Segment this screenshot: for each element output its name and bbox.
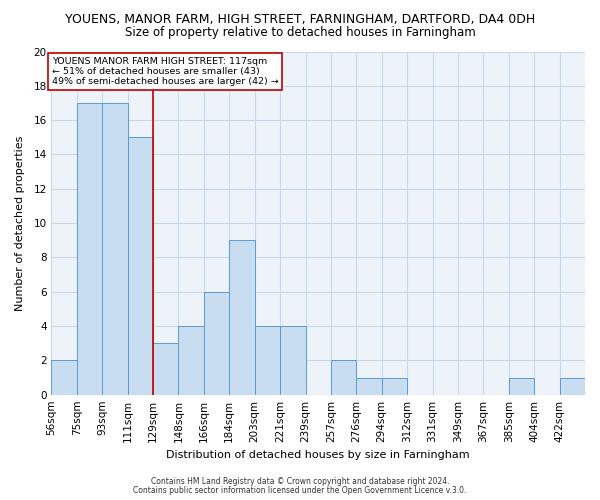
Bar [356, 378, 382, 394]
Bar [128, 138, 153, 394]
Text: Size of property relative to detached houses in Farningham: Size of property relative to detached ho… [125, 26, 475, 39]
Bar [331, 360, 356, 394]
Bar [255, 326, 280, 394]
Bar [102, 103, 128, 395]
Bar [229, 240, 255, 394]
Bar [204, 292, 229, 395]
Bar [382, 378, 407, 394]
Bar [153, 343, 178, 394]
Text: YOUENS MANOR FARM HIGH STREET: 117sqm
← 51% of detached houses are smaller (43)
: YOUENS MANOR FARM HIGH STREET: 117sqm ← … [52, 56, 279, 86]
Bar [52, 360, 77, 394]
Bar [77, 103, 102, 395]
Bar [178, 326, 204, 394]
Text: Contains HM Land Registry data © Crown copyright and database right 2024.: Contains HM Land Registry data © Crown c… [151, 477, 449, 486]
Bar [509, 378, 534, 394]
Text: Contains public sector information licensed under the Open Government Licence v.: Contains public sector information licen… [133, 486, 467, 495]
Text: YOUENS, MANOR FARM, HIGH STREET, FARNINGHAM, DARTFORD, DA4 0DH: YOUENS, MANOR FARM, HIGH STREET, FARNING… [65, 12, 535, 26]
Y-axis label: Number of detached properties: Number of detached properties [15, 136, 25, 311]
Bar [280, 326, 305, 394]
Bar [560, 378, 585, 394]
X-axis label: Distribution of detached houses by size in Farningham: Distribution of detached houses by size … [166, 450, 470, 460]
